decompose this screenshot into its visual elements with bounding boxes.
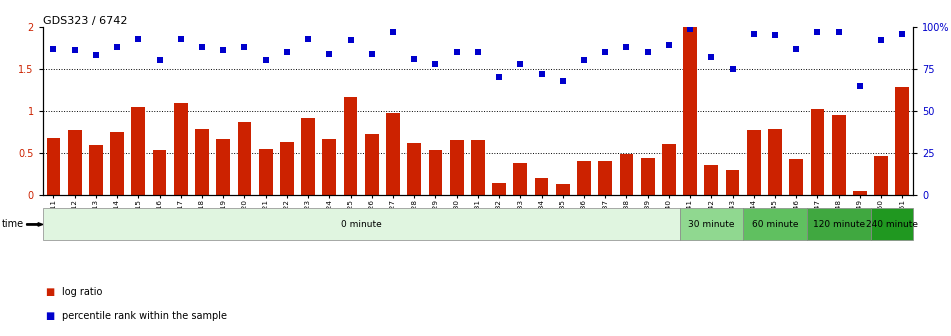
Text: GDS323 / 6742: GDS323 / 6742 xyxy=(43,16,127,26)
Point xyxy=(683,26,698,31)
Text: time: time xyxy=(2,219,24,229)
Bar xyxy=(43,208,680,240)
Bar xyxy=(343,97,358,195)
Bar xyxy=(556,184,570,195)
Bar xyxy=(683,27,697,195)
Point xyxy=(343,38,359,43)
Bar xyxy=(619,154,633,195)
Bar xyxy=(407,143,421,195)
Point xyxy=(767,33,783,38)
Point xyxy=(280,49,295,55)
Bar xyxy=(726,170,740,195)
Point xyxy=(874,38,889,43)
Point xyxy=(258,58,273,63)
Bar xyxy=(514,163,527,195)
Text: 240 minute: 240 minute xyxy=(865,220,918,229)
Point xyxy=(661,43,676,48)
Bar xyxy=(471,140,485,195)
Bar xyxy=(174,103,187,195)
Point xyxy=(109,44,125,50)
Bar xyxy=(874,156,888,195)
Bar xyxy=(743,208,806,240)
Point xyxy=(301,36,316,41)
Point xyxy=(810,29,825,35)
Point xyxy=(725,66,740,72)
Bar xyxy=(896,87,909,195)
Point xyxy=(449,49,464,55)
Bar xyxy=(280,142,294,195)
Text: 60 minute: 60 minute xyxy=(751,220,798,229)
Text: percentile rank within the sample: percentile rank within the sample xyxy=(62,311,227,321)
Text: log ratio: log ratio xyxy=(62,287,102,297)
Bar xyxy=(152,150,166,195)
Point xyxy=(407,56,422,61)
Bar xyxy=(662,144,676,195)
Point xyxy=(513,61,528,67)
Bar xyxy=(429,151,442,195)
Bar xyxy=(810,109,825,195)
Bar xyxy=(195,128,209,195)
Bar xyxy=(68,130,82,195)
Point xyxy=(747,31,762,36)
Bar xyxy=(259,149,273,195)
Point xyxy=(385,29,400,35)
Bar xyxy=(641,158,654,195)
Point xyxy=(597,49,612,55)
Point xyxy=(194,44,209,50)
Bar xyxy=(680,208,743,240)
Text: ■: ■ xyxy=(45,287,54,297)
Bar xyxy=(853,191,866,195)
Point xyxy=(216,48,231,53)
Point xyxy=(428,61,443,67)
Text: 0 minute: 0 minute xyxy=(340,220,381,229)
Bar xyxy=(768,128,782,195)
Bar xyxy=(806,208,870,240)
Point xyxy=(555,78,571,83)
Point xyxy=(492,75,507,80)
Point xyxy=(46,46,61,51)
Point xyxy=(831,29,846,35)
Bar xyxy=(301,118,315,195)
Bar xyxy=(747,130,761,195)
Bar xyxy=(131,107,146,195)
Bar xyxy=(47,138,60,195)
Bar xyxy=(832,115,845,195)
Point xyxy=(237,44,252,50)
Bar xyxy=(365,134,378,195)
Text: 30 minute: 30 minute xyxy=(689,220,734,229)
Bar xyxy=(598,161,612,195)
Point xyxy=(321,51,337,56)
Bar xyxy=(577,161,591,195)
Bar xyxy=(110,132,124,195)
Point xyxy=(788,46,804,51)
Point xyxy=(67,48,82,53)
Point xyxy=(152,58,167,63)
Text: ■: ■ xyxy=(45,311,54,321)
Bar xyxy=(789,159,804,195)
Point xyxy=(619,44,634,50)
Point xyxy=(88,53,104,58)
Point xyxy=(130,36,146,41)
Bar xyxy=(89,145,103,195)
Point xyxy=(471,49,486,55)
Point xyxy=(576,58,592,63)
Point xyxy=(852,83,867,88)
Point xyxy=(640,49,655,55)
Bar xyxy=(450,140,463,195)
Bar xyxy=(870,208,913,240)
Text: 120 minute: 120 minute xyxy=(812,220,864,229)
Point xyxy=(895,31,910,36)
Bar xyxy=(216,138,230,195)
Point xyxy=(364,51,379,56)
Point xyxy=(704,54,719,60)
Bar xyxy=(493,183,506,195)
Bar xyxy=(322,139,337,195)
Bar xyxy=(534,178,549,195)
Bar xyxy=(705,166,718,195)
Point xyxy=(534,71,549,77)
Point xyxy=(173,36,188,41)
Bar xyxy=(386,114,399,195)
Bar xyxy=(238,122,251,195)
